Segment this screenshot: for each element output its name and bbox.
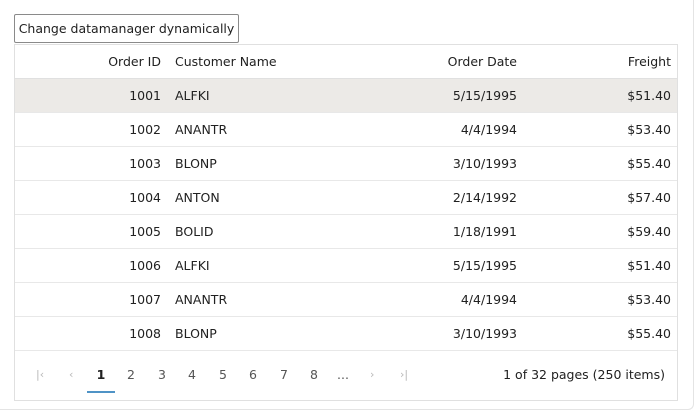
cell-order-date: 5/15/1995 [452, 258, 517, 273]
active-page-indicator [87, 391, 115, 393]
table-row[interactable]: 1005 BOLID 1/18/1991 $59.40 [15, 215, 677, 249]
pager-ellipsis[interactable]: ... [337, 367, 349, 382]
cell-order-id: 1005 [129, 224, 161, 239]
cell-freight: $55.40 [627, 156, 671, 171]
page-3-button[interactable]: 3 [158, 367, 166, 382]
pager: |‹ ‹ 1 2 3 4 5 6 7 8 ... › ›| 1 of 32 pages (25… [15, 350, 677, 400]
page-2-button[interactable]: 2 [127, 367, 135, 382]
cell-freight: $51.40 [627, 88, 671, 103]
cell-order-date: 5/15/1995 [452, 88, 517, 103]
cell-customer-name: ALFKI [175, 88, 210, 103]
table-row[interactable]: 1007 ANANTR 4/4/1994 $53.40 [15, 283, 677, 317]
table-row[interactable]: 1001 ALFKI 5/15/1995 $51.40 [15, 79, 677, 113]
cell-freight: $59.40 [627, 224, 671, 239]
cell-order-date: 4/4/1994 [460, 122, 517, 137]
header-customer-name[interactable]: Customer Name [175, 54, 277, 69]
header-order-id[interactable]: Order ID [108, 54, 161, 69]
cell-freight: $51.40 [627, 258, 671, 273]
cell-customer-name: ANANTR [175, 292, 228, 307]
page-1-button[interactable]: 1 [96, 367, 106, 382]
cell-freight: $53.40 [627, 292, 671, 307]
orders-grid: Order ID Customer Name Order Date Freigh… [14, 44, 678, 401]
cell-order-id: 1007 [129, 292, 161, 307]
cell-customer-name: BOLID [175, 224, 214, 239]
cell-order-id: 1006 [129, 258, 161, 273]
table-row[interactable]: 1008 BLONP 3/10/1993 $55.40 [15, 317, 677, 351]
cell-order-date: 2/14/1992 [452, 190, 517, 205]
cell-order-id: 1008 [129, 326, 161, 341]
first-page-icon[interactable]: |‹ [36, 368, 45, 381]
table-row[interactable]: 1006 ALFKI 5/15/1995 $51.40 [15, 249, 677, 283]
grid-header: Order ID Customer Name Order Date Freigh… [15, 45, 677, 79]
table-row[interactable]: 1002 ANANTR 4/4/1994 $53.40 [15, 113, 677, 147]
cell-customer-name: BLONP [175, 326, 217, 341]
header-order-date[interactable]: Order Date [447, 54, 517, 69]
page-4-button[interactable]: 4 [188, 367, 196, 382]
previous-page-icon[interactable]: ‹ [69, 368, 74, 381]
cell-customer-name: BLONP [175, 156, 217, 171]
header-freight[interactable]: Freight [627, 54, 671, 69]
pager-info: 1 of 32 pages (250 items) [503, 367, 665, 382]
cell-order-id: 1002 [129, 122, 161, 137]
cell-customer-name: ALFKI [175, 258, 210, 273]
cell-customer-name: ANANTR [175, 122, 228, 137]
cell-freight: $55.40 [627, 326, 671, 341]
cell-order-date: 4/4/1994 [460, 292, 517, 307]
change-datamanager-button[interactable]: Change datamanager dynamically [14, 14, 239, 43]
cell-freight: $57.40 [627, 190, 671, 205]
page-6-button[interactable]: 6 [249, 367, 257, 382]
cell-order-date: 1/18/1991 [452, 224, 517, 239]
cell-order-id: 1003 [129, 156, 161, 171]
cell-order-id: 1001 [129, 88, 161, 103]
next-page-icon[interactable]: › [370, 368, 375, 381]
cell-order-date: 3/10/1993 [452, 326, 517, 341]
page-5-button[interactable]: 5 [219, 367, 227, 382]
page-8-button[interactable]: 8 [310, 367, 318, 382]
page-7-button[interactable]: 7 [280, 367, 288, 382]
cell-order-date: 3/10/1993 [452, 156, 517, 171]
table-row[interactable]: 1004 ANTON 2/14/1992 $57.40 [15, 181, 677, 215]
cell-customer-name: ANTON [175, 190, 220, 205]
cell-freight: $53.40 [627, 122, 671, 137]
last-page-icon[interactable]: ›| [400, 368, 409, 381]
table-row[interactable]: 1003 BLONP 3/10/1993 $55.40 [15, 147, 677, 181]
cell-order-id: 1004 [129, 190, 161, 205]
